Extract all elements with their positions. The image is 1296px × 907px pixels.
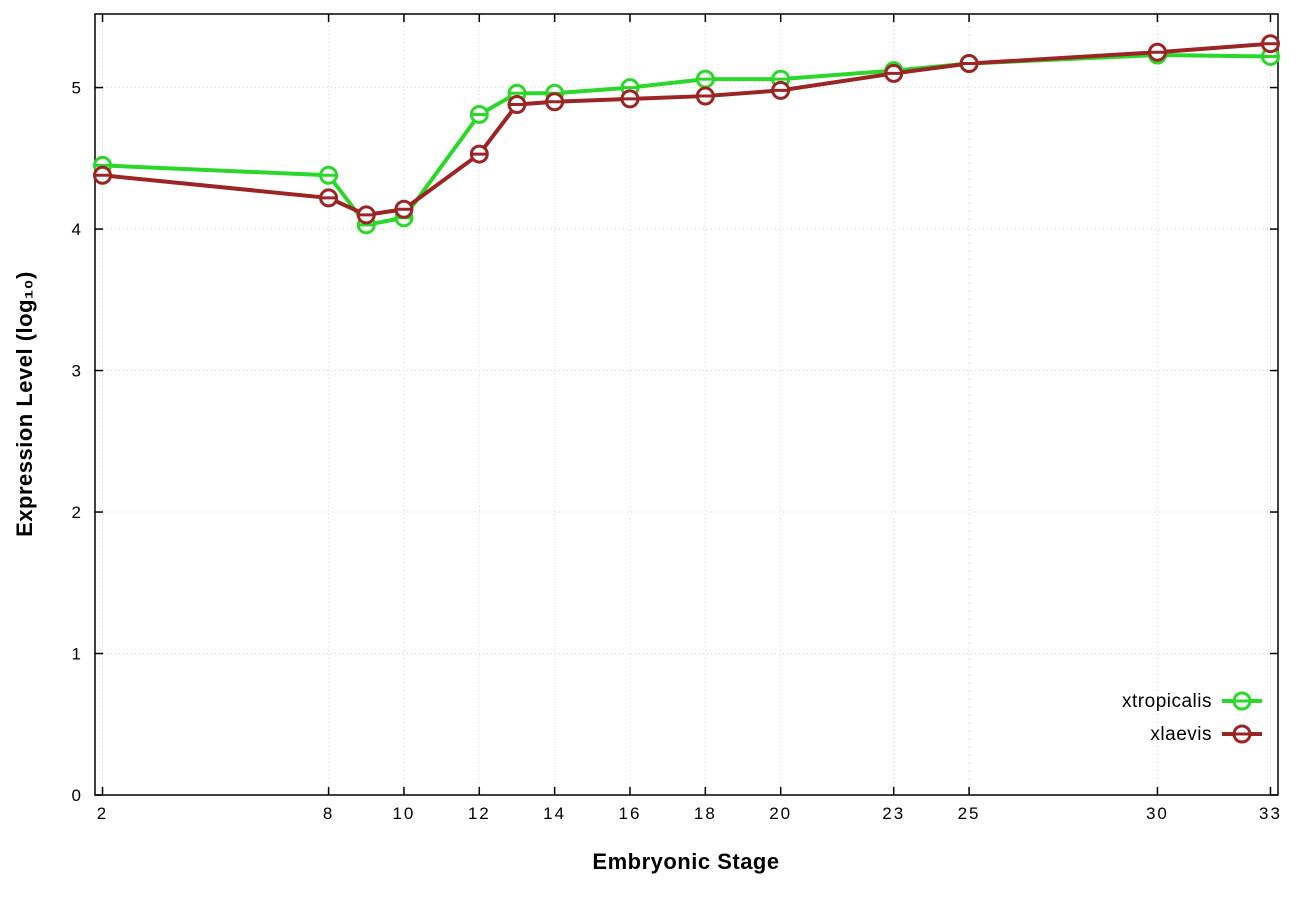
x-tick-label: 10 — [392, 804, 415, 823]
y-tick-label: 3 — [72, 362, 83, 381]
series-line-xtropicalis — [100, 53, 1273, 227]
y-tick-label: 2 — [72, 503, 83, 522]
y-axis-title: Expression Level (log₁₀) — [12, 271, 37, 537]
x-tick-label: 25 — [958, 804, 981, 823]
grid — [95, 14, 1278, 796]
x-tick-label: 20 — [769, 804, 792, 823]
x-tick-label: 30 — [1146, 804, 1169, 823]
x-tick-label: 12 — [468, 804, 491, 823]
plot-border — [94, 13, 1279, 796]
legend-label-xlaevis: xlaevis — [1150, 724, 1212, 745]
x-tick-label: 2 — [97, 804, 108, 823]
x-tick-label: 18 — [694, 804, 717, 823]
data-series — [93, 34, 1280, 235]
series-line-xlaevis — [100, 41, 1273, 217]
legend-label-xtropicalis: xtropicalis — [1122, 691, 1212, 712]
x-tick-label: 14 — [543, 804, 566, 823]
y-tick-label: 4 — [72, 220, 83, 239]
y-tick-label: 0 — [72, 786, 83, 805]
axis-ticks — [95, 14, 1278, 796]
x-tick-label: 16 — [619, 804, 642, 823]
legend: xtropicalis xlaevis — [1122, 691, 1262, 745]
plot-border-rect — [94, 13, 1279, 796]
x-tick-label: 33 — [1259, 804, 1282, 823]
x-axis-title: Embryonic Stage — [592, 849, 779, 874]
x-tick-label: 23 — [882, 804, 905, 823]
y-tick-label: 5 — [72, 79, 83, 98]
x-tick-label: 8 — [323, 804, 334, 823]
y-tick-label: 1 — [72, 645, 83, 664]
